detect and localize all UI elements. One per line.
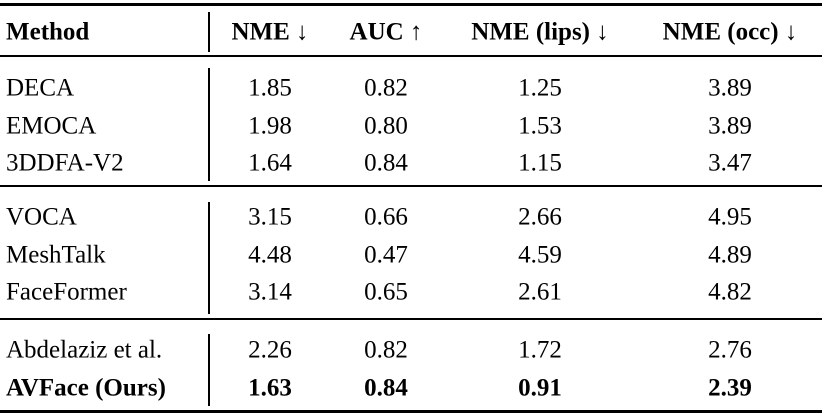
value-cell: 0.66 — [364, 203, 408, 231]
header-cell: NME ↓ — [231, 18, 309, 46]
value-cell: 1.64 — [248, 149, 292, 177]
value-cell: 3.89 — [708, 74, 752, 102]
header-cell: NME (lips) ↓ — [471, 18, 609, 46]
value-cell: 1.53 — [518, 112, 562, 139]
value-cell: 0.65 — [364, 278, 408, 306]
value-cell: 4.95 — [708, 203, 752, 231]
header-cell: Method — [6, 18, 90, 46]
value-cell: 1.72 — [518, 336, 562, 364]
value-cell: 4.48 — [248, 241, 292, 268]
column-separator — [208, 334, 210, 406]
value-cell: 0.84 — [364, 374, 408, 401]
method-cell: EMOCA — [6, 112, 97, 139]
rule — [0, 3, 822, 6]
method-cell: AVFace (Ours) — [6, 374, 166, 401]
rule — [0, 185, 822, 187]
value-cell: 0.84 — [364, 149, 408, 177]
header-cell: AUC ↑ — [349, 18, 423, 46]
value-cell: 4.59 — [518, 241, 562, 268]
column-separator — [208, 202, 210, 314]
value-cell: 4.89 — [708, 241, 752, 268]
value-cell: 0.80 — [364, 112, 408, 139]
rule — [0, 55, 822, 57]
value-cell: 1.25 — [518, 74, 562, 102]
value-cell: 1.15 — [518, 149, 562, 177]
method-cell: Abdelaziz et al. — [6, 336, 163, 364]
value-cell: 2.66 — [518, 203, 562, 231]
value-cell: 3.47 — [708, 149, 752, 177]
value-cell: 1.85 — [248, 74, 292, 102]
value-cell: 1.98 — [248, 112, 292, 139]
value-cell: 3.89 — [708, 112, 752, 139]
value-cell: 4.82 — [708, 278, 752, 306]
method-cell: DECA — [6, 74, 75, 102]
value-cell: 3.15 — [248, 203, 292, 231]
value-cell: 2.39 — [708, 374, 752, 401]
value-cell: 0.91 — [518, 374, 562, 401]
column-separator — [208, 68, 210, 181]
rule — [0, 410, 822, 413]
value-cell: 2.26 — [248, 336, 292, 364]
value-cell: 2.76 — [708, 336, 752, 364]
value-cell: 1.63 — [248, 374, 292, 401]
column-separator — [208, 12, 210, 52]
value-cell: 0.82 — [364, 74, 408, 102]
method-cell: VOCA — [6, 203, 77, 231]
value-cell: 0.47 — [364, 241, 408, 268]
rule — [0, 318, 822, 320]
method-cell: 3DDFA-V2 — [6, 149, 124, 177]
method-cell: FaceFormer — [6, 278, 127, 306]
value-cell: 3.14 — [248, 278, 292, 306]
value-cell: 2.61 — [518, 278, 562, 306]
header-cell: NME (occ) ↓ — [662, 18, 798, 46]
method-cell: MeshTalk — [6, 241, 106, 268]
value-cell: 0.82 — [364, 336, 408, 364]
